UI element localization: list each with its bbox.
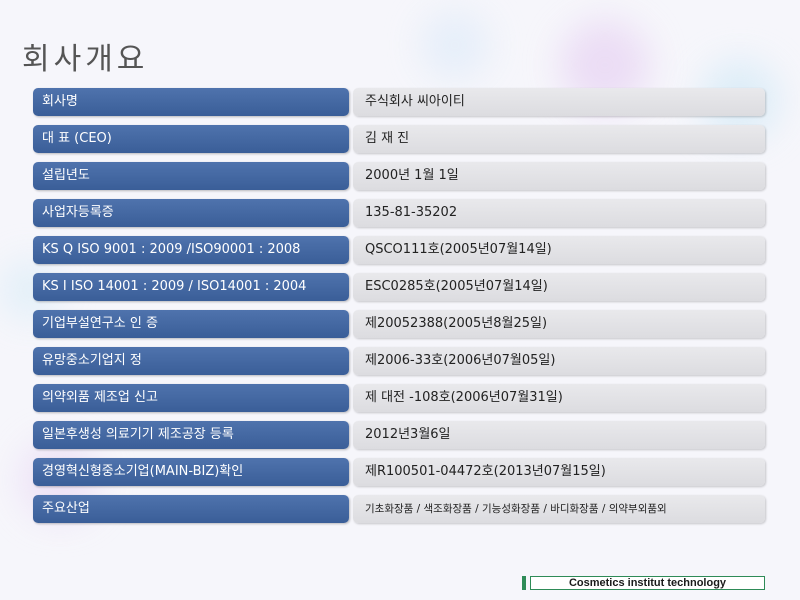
info-row: 설립년도 2000년 1월 1일 bbox=[33, 162, 765, 190]
row-value: 기초화장품 / 색조화장품 / 기능성화장품 / 바디화장품 / 의약부외품외 bbox=[353, 495, 765, 523]
row-label: 일본후생성 의료기기 제조공장 등록 bbox=[33, 421, 349, 449]
row-value: 제2006-33호(2006년07월05일) bbox=[353, 347, 765, 375]
background-decoration bbox=[420, 10, 490, 80]
row-value: 2000년 1월 1일 bbox=[353, 162, 765, 190]
row-value: 김 재 진 bbox=[353, 125, 765, 153]
row-label: KS I ISO 14001 : 2009 / ISO14001 : 2004 bbox=[33, 273, 349, 301]
info-row: KS Q ISO 9001 : 2009 /ISO90001 : 2008 QS… bbox=[33, 236, 765, 264]
row-value: 135-81-35202 bbox=[353, 199, 765, 227]
info-row: 유망중소기업지 정 제2006-33호(2006년07월05일) bbox=[33, 347, 765, 375]
row-label: KS Q ISO 9001 : 2009 /ISO90001 : 2008 bbox=[33, 236, 349, 264]
row-value: 2012년3월6일 bbox=[353, 421, 765, 449]
row-value: 제R100501-04472호(2013년07월15일) bbox=[353, 458, 765, 486]
info-row: 일본후생성 의료기기 제조공장 등록 2012년3월6일 bbox=[33, 421, 765, 449]
row-label: 사업자등록증 bbox=[33, 199, 349, 227]
row-label: 유망중소기업지 정 bbox=[33, 347, 349, 375]
row-label: 의약외품 제조업 신고 bbox=[33, 384, 349, 412]
info-row: 사업자등록증 135-81-35202 bbox=[33, 199, 765, 227]
company-info-table: 회사명 주식회사 씨아이티 대 표 (CEO) 김 재 진 설립년도 2000년… bbox=[33, 88, 765, 532]
page-title: 회사개요 bbox=[22, 42, 149, 78]
row-value: QSCO111호(2005년07월14일) bbox=[353, 236, 765, 264]
row-label: 주요산업 bbox=[33, 495, 349, 523]
footer-label: Cosmetics institut technology bbox=[530, 576, 765, 590]
row-label: 설립년도 bbox=[33, 162, 349, 190]
row-value: 제 대전 -108호(2006년07월31일) bbox=[353, 384, 765, 412]
row-value: ESC0285호(2005년07월14일) bbox=[353, 273, 765, 301]
row-label: 대 표 (CEO) bbox=[33, 125, 349, 153]
footer-accent-bar bbox=[522, 576, 526, 590]
row-label: 경영혁신형중소기업(MAIN-BIZ)확인 bbox=[33, 458, 349, 486]
row-label: 기업부설연구소 인 증 bbox=[33, 310, 349, 338]
info-row: 의약외품 제조업 신고 제 대전 -108호(2006년07월31일) bbox=[33, 384, 765, 412]
row-label: 회사명 bbox=[33, 88, 349, 116]
row-value: 주식회사 씨아이티 bbox=[353, 88, 765, 116]
info-row: 경영혁신형중소기업(MAIN-BIZ)확인 제R100501-04472호(20… bbox=[33, 458, 765, 486]
info-row: 기업부설연구소 인 증 제20052388(2005년8월25일) bbox=[33, 310, 765, 338]
info-row: 주요산업 기초화장품 / 색조화장품 / 기능성화장품 / 바디화장품 / 의약… bbox=[33, 495, 765, 523]
info-row: 회사명 주식회사 씨아이티 bbox=[33, 88, 765, 116]
info-row: KS I ISO 14001 : 2009 / ISO14001 : 2004 … bbox=[33, 273, 765, 301]
info-row: 대 표 (CEO) 김 재 진 bbox=[33, 125, 765, 153]
row-value: 제20052388(2005년8월25일) bbox=[353, 310, 765, 338]
